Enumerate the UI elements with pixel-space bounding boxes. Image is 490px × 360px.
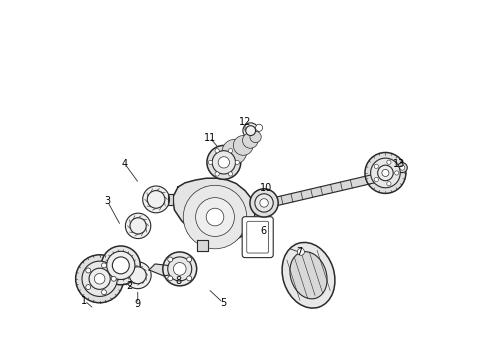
Circle shape bbox=[378, 165, 393, 181]
Circle shape bbox=[400, 165, 405, 170]
Circle shape bbox=[243, 133, 258, 148]
Circle shape bbox=[228, 149, 233, 153]
Circle shape bbox=[228, 172, 233, 176]
Circle shape bbox=[255, 194, 273, 212]
Circle shape bbox=[129, 267, 146, 284]
Circle shape bbox=[215, 149, 219, 153]
Circle shape bbox=[183, 185, 247, 249]
Circle shape bbox=[86, 285, 91, 289]
Circle shape bbox=[125, 213, 151, 239]
Circle shape bbox=[168, 276, 172, 281]
Text: 1: 1 bbox=[81, 296, 88, 306]
Text: 10: 10 bbox=[260, 183, 272, 193]
Circle shape bbox=[168, 257, 172, 262]
Polygon shape bbox=[168, 194, 173, 205]
Circle shape bbox=[101, 263, 106, 268]
Circle shape bbox=[374, 177, 378, 182]
Circle shape bbox=[111, 276, 116, 281]
Circle shape bbox=[89, 268, 110, 289]
Text: 13: 13 bbox=[393, 159, 406, 169]
Text: 3: 3 bbox=[104, 196, 110, 206]
Circle shape bbox=[82, 261, 117, 296]
Circle shape bbox=[387, 181, 391, 186]
Circle shape bbox=[130, 218, 146, 234]
Circle shape bbox=[208, 160, 213, 165]
Text: 6: 6 bbox=[261, 226, 267, 236]
Circle shape bbox=[112, 257, 129, 274]
Circle shape bbox=[101, 246, 140, 285]
Text: 12: 12 bbox=[239, 117, 251, 127]
Circle shape bbox=[243, 123, 258, 138]
Circle shape bbox=[86, 268, 91, 273]
Text: 8: 8 bbox=[175, 275, 182, 285]
Text: 7: 7 bbox=[296, 247, 303, 257]
Circle shape bbox=[394, 171, 399, 175]
Circle shape bbox=[235, 160, 239, 165]
Ellipse shape bbox=[282, 242, 335, 308]
Circle shape bbox=[212, 151, 236, 174]
Circle shape bbox=[168, 257, 192, 281]
Ellipse shape bbox=[290, 252, 327, 299]
Polygon shape bbox=[265, 174, 376, 208]
Circle shape bbox=[256, 124, 263, 131]
Circle shape bbox=[250, 131, 261, 143]
Circle shape bbox=[387, 160, 391, 164]
Polygon shape bbox=[172, 178, 256, 243]
Text: 4: 4 bbox=[122, 159, 128, 169]
Circle shape bbox=[215, 172, 219, 176]
Text: 9: 9 bbox=[135, 299, 141, 309]
Text: 5: 5 bbox=[220, 298, 226, 308]
Circle shape bbox=[370, 158, 400, 188]
Circle shape bbox=[124, 262, 151, 289]
Polygon shape bbox=[149, 264, 172, 276]
Circle shape bbox=[143, 186, 170, 213]
Circle shape bbox=[222, 139, 247, 164]
Circle shape bbox=[397, 163, 407, 172]
Circle shape bbox=[260, 199, 269, 207]
Circle shape bbox=[365, 153, 406, 193]
Circle shape bbox=[163, 252, 196, 286]
FancyBboxPatch shape bbox=[247, 221, 269, 253]
Circle shape bbox=[250, 189, 278, 217]
Polygon shape bbox=[255, 194, 261, 205]
Circle shape bbox=[297, 248, 304, 255]
Text: 11: 11 bbox=[204, 133, 216, 143]
Circle shape bbox=[218, 157, 229, 168]
Circle shape bbox=[187, 257, 192, 262]
Circle shape bbox=[207, 145, 241, 179]
Circle shape bbox=[187, 276, 192, 281]
Circle shape bbox=[206, 208, 224, 226]
Circle shape bbox=[245, 126, 256, 136]
Circle shape bbox=[233, 136, 253, 155]
Text: 2: 2 bbox=[126, 281, 132, 291]
Circle shape bbox=[173, 262, 186, 275]
Polygon shape bbox=[197, 240, 208, 251]
Circle shape bbox=[75, 255, 123, 303]
Circle shape bbox=[147, 190, 165, 208]
FancyBboxPatch shape bbox=[242, 217, 273, 258]
Circle shape bbox=[101, 290, 106, 295]
Circle shape bbox=[95, 274, 105, 284]
Circle shape bbox=[196, 198, 234, 237]
Circle shape bbox=[107, 251, 135, 279]
Circle shape bbox=[374, 164, 378, 168]
Circle shape bbox=[382, 170, 389, 176]
